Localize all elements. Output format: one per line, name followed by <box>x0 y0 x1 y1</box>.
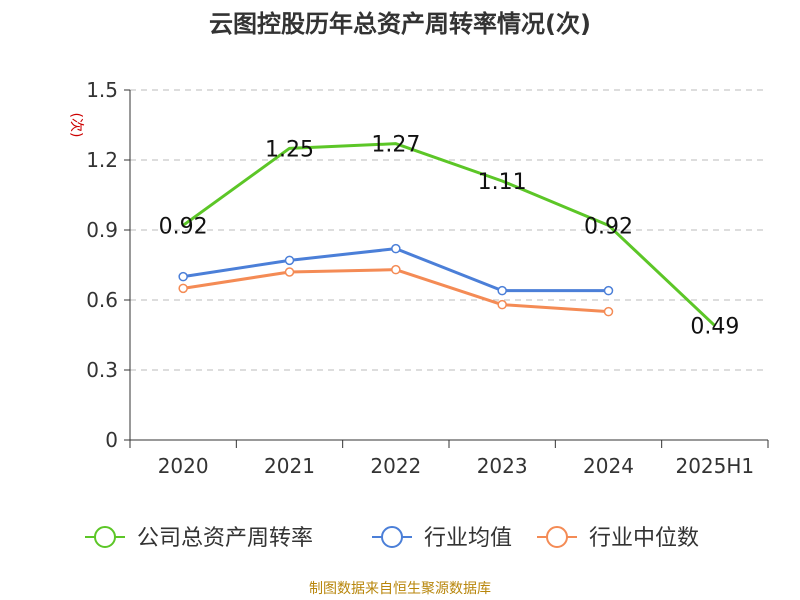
x-tick-label: 2025H1 <box>675 454 754 478</box>
data-point <box>497 299 507 310</box>
y-tick-label: 0 <box>105 428 118 452</box>
x-tick-label: 2024 <box>583 454 634 478</box>
data-label: 0.92 <box>159 214 208 239</box>
y-tick-label: 0.6 <box>86 288 118 312</box>
x-tick-label: 2022 <box>370 454 421 478</box>
y-tick-label: 0.3 <box>86 358 118 382</box>
y-tick-label: 1.2 <box>86 148 118 172</box>
data-point <box>603 285 614 296</box>
data-point <box>178 283 188 294</box>
legend-marker <box>546 526 568 548</box>
x-tick-label: 2021 <box>264 454 315 478</box>
y-axis-label: (次) <box>68 113 84 138</box>
data-point <box>497 285 507 296</box>
data-point <box>391 243 401 254</box>
data-label: 1.27 <box>371 133 420 158</box>
legend-label: 行业均值 <box>424 526 512 551</box>
legend-label: 公司总资产周转率 <box>137 526 313 551</box>
series-line <box>182 142 716 327</box>
data-point <box>603 306 614 317</box>
legend-marker <box>381 526 403 548</box>
legend-marker <box>94 526 116 548</box>
y-tick-label: 1.5 <box>86 78 118 102</box>
source-note: 制图数据来自恒生聚源数据库 <box>309 581 491 597</box>
x-tick-label: 2023 <box>477 454 528 478</box>
data-point <box>178 271 188 282</box>
data-label: 0.92 <box>584 214 633 239</box>
data-label: 0.49 <box>690 315 739 340</box>
chart-title: 云图控股历年总资产周转率情况(次) <box>209 10 591 38</box>
data-point <box>284 267 295 277</box>
data-label: 1.11 <box>478 170 527 195</box>
data-label: 1.25 <box>265 137 314 162</box>
legend-label: 行业中位数 <box>589 526 699 551</box>
y-tick-label: 0.9 <box>86 218 118 242</box>
data-point <box>284 255 295 266</box>
x-tick-label: 2020 <box>158 454 209 478</box>
data-point <box>391 264 401 275</box>
